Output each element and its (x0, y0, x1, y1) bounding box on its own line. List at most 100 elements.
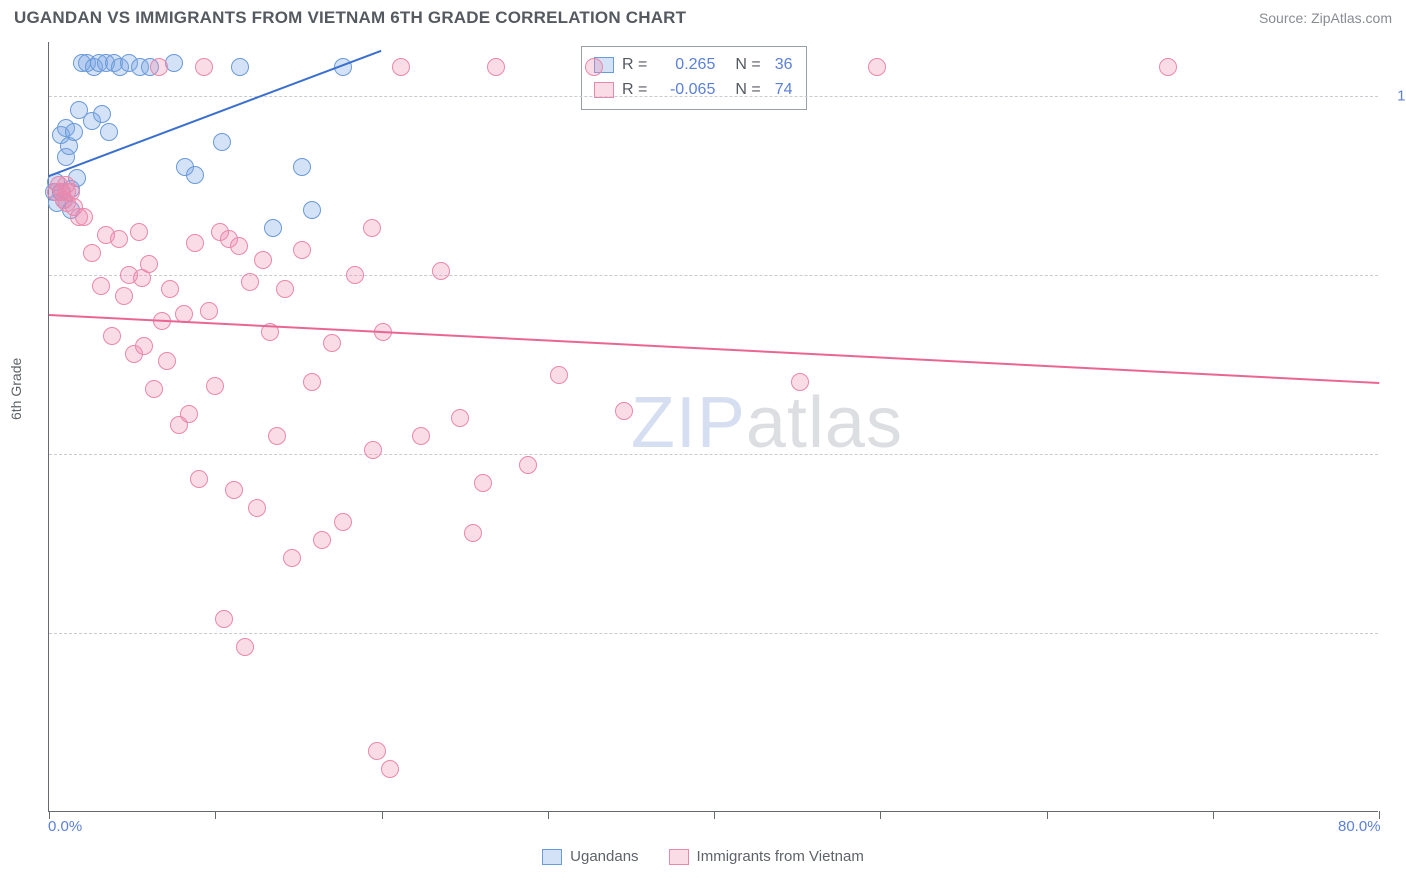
data-point (110, 230, 128, 248)
data-point (334, 513, 352, 531)
data-point (392, 58, 410, 76)
data-point (213, 133, 231, 151)
data-point (293, 158, 311, 176)
watermark-atlas: atlas (746, 383, 903, 463)
data-point (585, 58, 603, 76)
x-tick-label: 80.0% (1338, 818, 1381, 835)
data-point (225, 481, 243, 499)
data-point (100, 123, 118, 141)
data-point (190, 470, 208, 488)
data-point (83, 244, 101, 262)
data-point (186, 166, 204, 184)
data-point (381, 760, 399, 778)
gridline (49, 633, 1378, 634)
data-point (195, 58, 213, 76)
data-point (264, 219, 282, 237)
series-legend: Ugandans Immigrants from Vietnam (0, 848, 1406, 865)
data-point (346, 266, 364, 284)
data-point (65, 123, 83, 141)
data-point (268, 427, 286, 445)
data-point (293, 241, 311, 259)
data-point (236, 638, 254, 656)
data-point (135, 337, 153, 355)
y-tick-label: 85.0% (1388, 624, 1406, 641)
trend-line (49, 314, 1379, 384)
gridline (49, 96, 1378, 97)
legend-row: R = -0.065 N = 74 (594, 78, 792, 103)
data-point (363, 219, 381, 237)
data-point (103, 327, 121, 345)
scatter-plot-area: ZIPatlas R =0.265N =36R =-0.065N =74 85.… (48, 42, 1378, 812)
legend-item: Ugandans (542, 848, 638, 865)
legend-series-name: Ugandans (570, 848, 638, 865)
legend-n-label: N = (723, 78, 760, 103)
legend-r-value: -0.065 (655, 78, 715, 103)
data-point (254, 251, 272, 269)
source-label: Source: (1259, 10, 1311, 26)
data-point (303, 373, 321, 391)
data-point (615, 402, 633, 420)
legend-n-value: 36 (769, 53, 793, 78)
legend-item: Immigrants from Vietnam (669, 848, 864, 865)
data-point (145, 380, 163, 398)
data-point (158, 352, 176, 370)
data-point (115, 287, 133, 305)
legend-n-label: N = (723, 53, 760, 78)
data-point (364, 441, 382, 459)
x-tick-label: 0.0% (48, 818, 82, 835)
watermark: ZIPatlas (631, 382, 903, 464)
data-point (868, 58, 886, 76)
data-point (432, 262, 450, 280)
legend-swatch (669, 849, 689, 865)
legend-r-value: 0.265 (655, 53, 715, 78)
legend-n-value: 74 (769, 78, 793, 103)
data-point (1159, 58, 1177, 76)
legend-swatch (542, 849, 562, 865)
data-point (412, 427, 430, 445)
data-point (487, 58, 505, 76)
data-point (140, 255, 158, 273)
data-point (303, 201, 321, 219)
data-point (186, 234, 204, 252)
data-point (230, 237, 248, 255)
data-point (323, 334, 341, 352)
data-point (283, 549, 301, 567)
data-point (92, 277, 110, 295)
data-point (313, 531, 331, 549)
gridline (49, 454, 1378, 455)
chart-title: UGANDAN VS IMMIGRANTS FROM VIETNAM 6TH G… (14, 8, 686, 28)
legend-series-name: Immigrants from Vietnam (697, 848, 864, 865)
y-tick-label: 95.0% (1388, 266, 1406, 283)
y-axis-label: 6th Grade (8, 358, 24, 420)
data-point (464, 524, 482, 542)
data-point (130, 223, 148, 241)
data-point (180, 405, 198, 423)
data-point (215, 610, 233, 628)
data-point (550, 366, 568, 384)
data-point (93, 105, 111, 123)
data-point (206, 377, 224, 395)
data-point (231, 58, 249, 76)
data-point (451, 409, 469, 427)
data-point (75, 208, 93, 226)
data-point (165, 54, 183, 72)
legend-r-label: R = (622, 78, 647, 103)
source-link[interactable]: ZipAtlas.com (1311, 10, 1392, 26)
data-point (200, 302, 218, 320)
x-axis-labels: 0.0% 80.0% (48, 812, 1378, 842)
data-point (161, 280, 179, 298)
data-point (519, 456, 537, 474)
data-point (791, 373, 809, 391)
y-tick-label: 100.0% (1388, 87, 1406, 104)
y-tick-label: 90.0% (1388, 445, 1406, 462)
data-point (276, 280, 294, 298)
correlation-legend-box: R = 0.265 N = 36 R = -0.065 N = 74 (581, 46, 807, 110)
data-point (248, 499, 266, 517)
data-point (368, 742, 386, 760)
data-point (150, 58, 168, 76)
data-point (474, 474, 492, 492)
watermark-zip: ZIP (631, 383, 746, 463)
legend-r-label: R = (622, 53, 647, 78)
source-attribution: Source: ZipAtlas.com (1259, 10, 1392, 26)
legend-row: R = 0.265 N = 36 (594, 53, 792, 78)
